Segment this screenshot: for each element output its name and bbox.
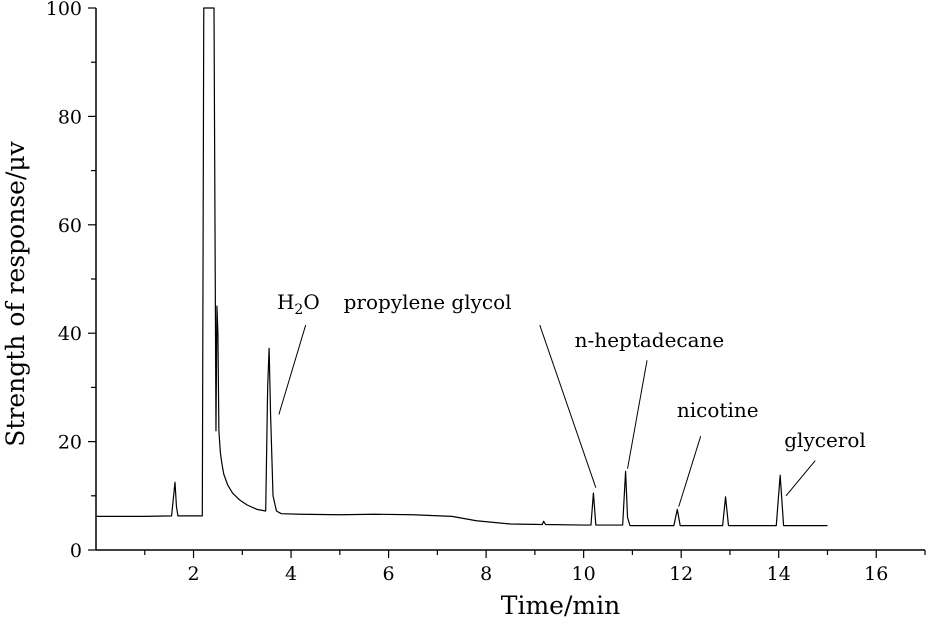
y-tick-label: 100 [46, 0, 82, 20]
series-line-0 [96, 7, 828, 527]
x-tick-label: 6 [383, 563, 395, 585]
y-tick-label: 20 [58, 432, 82, 454]
x-tick-label: 4 [285, 563, 297, 585]
x-tick-label: 8 [480, 563, 492, 585]
annotation-label: propylene glycol [344, 290, 512, 314]
plot-area [96, 7, 828, 527]
y-axis-title: Strength of response/μv [1, 140, 30, 446]
annotation-label: n-heptadecane [575, 328, 725, 352]
y-tick-label: 60 [58, 215, 82, 237]
x-tick-label: 14 [767, 563, 791, 585]
annotation-label: H2O [277, 290, 320, 318]
annotation-leader-line [785, 460, 816, 497]
y-tick-label: 40 [58, 323, 82, 345]
annotation-leader-line [627, 360, 648, 469]
y-tick-label: 80 [58, 106, 82, 128]
annotation-leader-line [278, 324, 307, 415]
ticks: 2 4 6 8 10 12 14 16 0 20 40 60 80 100 [46, 0, 926, 585]
x-tick-label: 10 [572, 563, 596, 585]
x-axis-title: Time/min [501, 591, 620, 620]
axes [95, 8, 925, 551]
annotations: H2O propylene glycol n-heptadecane nicotine… [277, 290, 866, 507]
y-tick-label: 0 [70, 540, 82, 562]
annotation-leader-line [539, 324, 597, 488]
annotation-label: glycerol [784, 428, 866, 452]
x-tick-label: 16 [864, 563, 888, 585]
x-tick-label: 2 [187, 563, 199, 585]
annotation-leader-line [678, 436, 702, 507]
x-tick-label: 12 [669, 563, 693, 585]
annotation-label: nicotine [677, 398, 759, 422]
